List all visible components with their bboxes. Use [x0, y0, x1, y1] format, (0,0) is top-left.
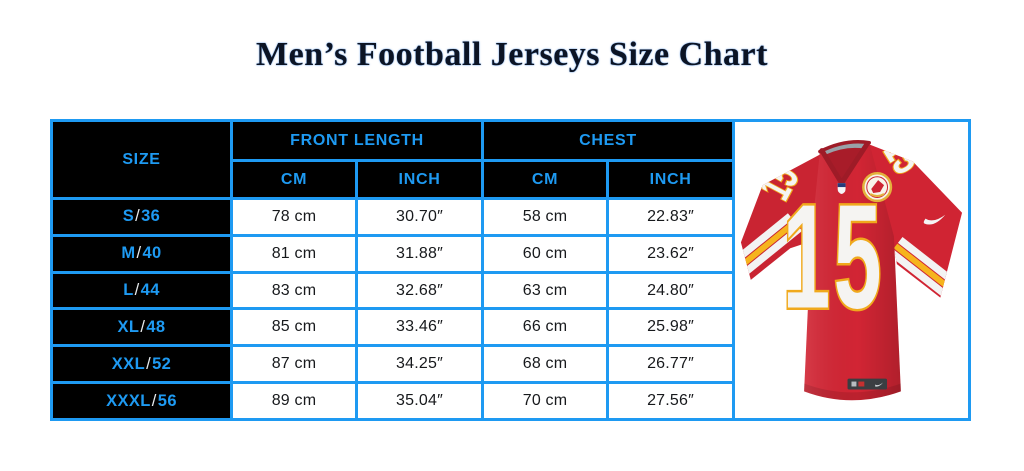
size-number: 48: [146, 317, 166, 336]
hem-shadow: [804, 383, 901, 401]
chest-inch-value: 24.80″: [606, 270, 736, 311]
size-separator: /: [146, 354, 152, 373]
size-number: 56: [157, 391, 177, 410]
size-separator: /: [140, 317, 146, 336]
size-letter: XXXL: [106, 391, 151, 410]
size-column-header: SIZE: [50, 119, 233, 200]
size-separator: /: [136, 244, 142, 263]
table-row: XXXL/56 89 cm 35.04″ 70 cm 27.56″: [50, 381, 736, 421]
front-inch-header: INCH: [354, 159, 485, 200]
size-letter: L: [123, 281, 134, 300]
table-row: L/44 83 cm 32.68″ 63 cm 24.80″: [50, 270, 736, 311]
chest-cm-value: 63 cm: [481, 270, 610, 311]
size-label-cell: XXL/52: [50, 344, 233, 385]
size-label-cell: L/44: [50, 270, 233, 311]
chest-inch-value: 26.77″: [606, 344, 736, 385]
chest-inch-value: 23.62″: [606, 233, 736, 274]
jersey-photo-panel: 15 15: [735, 119, 971, 421]
table-row: M/40 81 cm 31.88″ 60 cm 23.62″: [50, 233, 736, 274]
front-length-group-header: FRONT LENGTH: [229, 119, 485, 162]
size-label-cell: S/36: [50, 197, 233, 237]
nfl-shield-icon: [837, 183, 846, 194]
size-chart-board: SIZE FRONT LENGTH CHEST CM INCH CM INCH …: [50, 119, 971, 421]
front-length-cm-value: 89 cm: [230, 381, 358, 421]
size-number: 36: [141, 207, 161, 226]
table-row: XXL/52 87 cm 34.25″ 68 cm 26.77″: [50, 344, 736, 385]
front-cm-header: CM: [230, 159, 358, 200]
size-letter: M: [121, 244, 136, 263]
size-number: 52: [152, 354, 172, 373]
size-label-cell: M/40: [50, 233, 233, 274]
chest-cm-header: CM: [481, 159, 610, 200]
front-length-inch-value: 30.70″: [354, 197, 485, 237]
size-number: 44: [140, 281, 160, 300]
size-label-cell: XXXL/56: [50, 381, 233, 421]
chest-group-header: CHEST: [481, 119, 736, 162]
front-length-cm-value: 85 cm: [230, 307, 358, 348]
jersey-image: 15 15: [740, 140, 963, 401]
chest-inch-value: 27.56″: [606, 381, 736, 421]
back-collar-strip: [822, 142, 867, 155]
chest-inch-value: 25.98″: [606, 307, 736, 348]
size-chart-table: SIZE FRONT LENGTH CHEST CM INCH CM INCH …: [50, 119, 736, 421]
chest-cm-value: 68 cm: [481, 344, 610, 385]
size-letter: XL: [117, 317, 140, 336]
table-row: XL/48 85 cm 33.46″ 66 cm 25.98″: [50, 307, 736, 348]
size-letter: S: [122, 207, 135, 226]
size-separator: /: [134, 281, 140, 300]
nike-swoosh-icon: [923, 214, 946, 225]
header-row-groups: SIZE FRONT LENGTH CHEST: [50, 119, 736, 200]
collar-top-trim: [818, 140, 872, 154]
size-letter: XXL: [111, 354, 146, 373]
chest-cm-value: 58 cm: [481, 197, 610, 237]
front-length-cm-value: 81 cm: [230, 233, 358, 274]
size-separator: /: [151, 391, 157, 410]
front-length-inch-value: 35.04″: [354, 381, 485, 421]
chest-cm-value: 70 cm: [481, 381, 610, 421]
header-row-units: CM INCH CM INCH: [52, 159, 736, 200]
front-length-inch-value: 32.68″: [354, 270, 485, 311]
size-label-cell: XL/48: [50, 307, 233, 348]
front-length-inch-value: 34.25″: [354, 344, 485, 385]
chest-inch-value: 22.83″: [606, 197, 736, 237]
size-separator: /: [135, 207, 141, 226]
size-number: 40: [142, 244, 162, 263]
chest-number: 15: [783, 173, 885, 339]
front-length-inch-value: 33.46″: [354, 307, 485, 348]
neck-opening: [821, 142, 868, 184]
front-length-cm-value: 83 cm: [230, 270, 358, 311]
chest-cm-value: 60 cm: [481, 233, 610, 274]
chest-inch-header: INCH: [606, 159, 736, 200]
front-length-cm-value: 87 cm: [230, 344, 358, 385]
team-patch-icon: [862, 172, 893, 203]
table-row: S/36 78 cm 30.70″ 58 cm 22.83″: [50, 197, 736, 237]
page-title: Men’s Football Jerseys Size Chart: [256, 36, 768, 73]
chest-cm-value: 66 cm: [481, 307, 610, 348]
front-length-cm-value: 78 cm: [230, 197, 358, 237]
front-length-inch-value: 31.88″: [354, 233, 485, 274]
jock-tag: [847, 378, 888, 390]
